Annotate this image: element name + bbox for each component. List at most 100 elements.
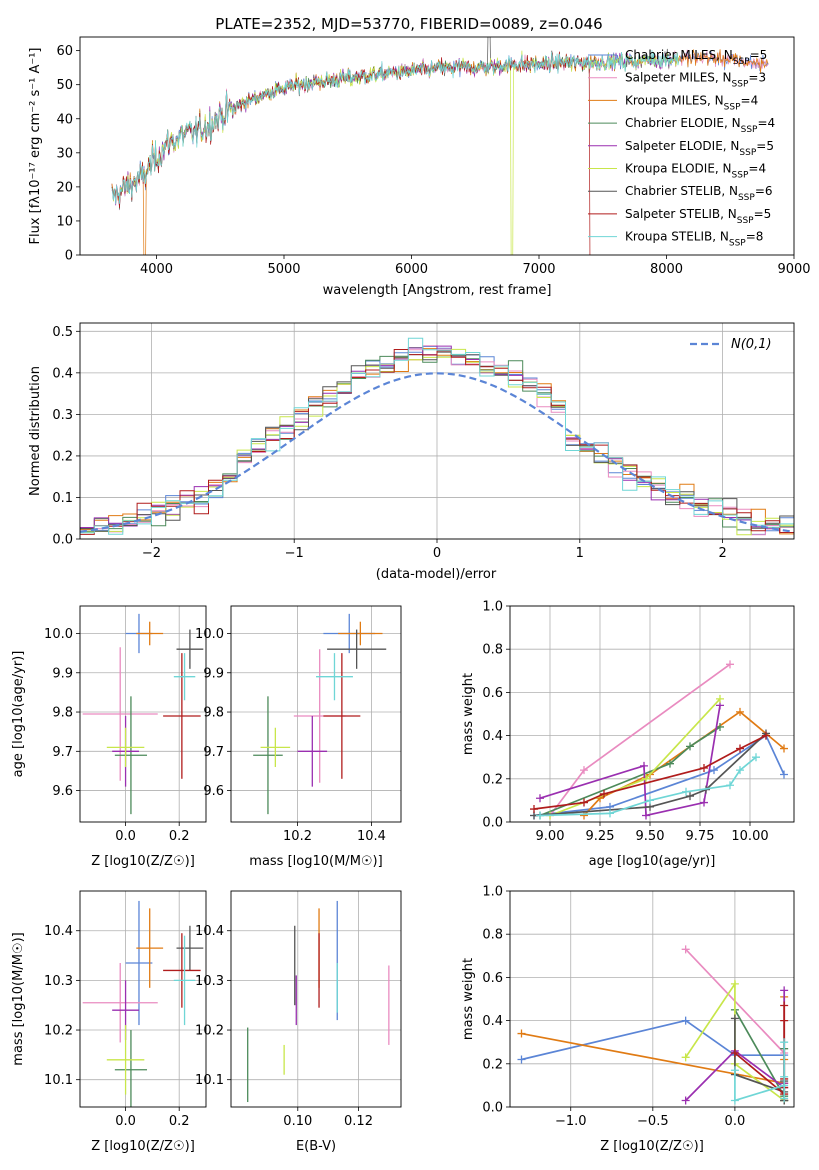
series-marker [666,759,674,768]
x-tick-label: 5000 [267,262,300,277]
x-axis-label: wavelength [Angstrom, rest frame] [323,283,552,298]
y-tick-label: 40 [56,112,73,127]
legend-label: N(0,1) [731,337,772,352]
errorbar-chabrier-miles [125,900,153,1026]
series-marker [640,761,648,770]
mass-vs-metallicity-panel: 0.0 0.2 10.1 10.2 10.3 10.4 Z [log10(Z/Z☉)] mas… [11,890,207,1154]
errorbar-salpeter-stelib [323,653,361,779]
y-tick-label: 1.0 [482,885,503,900]
y-axis-label: Flux [fλ10⁻¹⁷ erg cm⁻² s⁻¹ A⁻¹] [28,48,43,245]
plot-area [247,900,390,1103]
spectrum-panel: 4000 5000 6000 7000 8000 9000 0 10 20 30 40 50 60 PLA… [28,15,811,298]
histogram-kroupa-stelib [80,337,794,539]
x-tick-label: 0.10 [283,1114,312,1129]
y-axis-label: mass weight [461,958,476,1040]
series-marker [580,811,588,820]
y-tick-label: 10.3 [195,974,224,989]
legend-label: Salpeter ELODIE, NSSP=5 [625,139,774,158]
x-tick-label: 0.0 [115,829,136,844]
errorbar-salpeter-miles [82,647,158,781]
series-line [583,710,785,817]
axes-frame [79,890,207,1108]
errorbar-kroupa-elodie [106,1025,145,1095]
series-marker [730,1096,739,1105]
x-tick-label: 6000 [395,262,428,277]
normal-curve [80,372,794,533]
y-tick-label: 0.8 [482,643,503,658]
plot-area [82,900,204,1107]
x-tick-label: 10.00 [731,829,768,844]
y-tick-label: 0.4 [52,366,73,381]
x-tick-label: 7000 [522,262,555,277]
plot-area [253,613,387,815]
y-tick-label: 0.0 [482,816,503,831]
series-marker [681,1053,690,1062]
series-marker [681,945,690,954]
series-line [521,1019,785,1061]
errorbar-salpeter-miles [82,963,158,1043]
errorbar-kroupa-stelib [173,653,196,701]
y-tick-label: 0.0 [52,533,73,548]
series-marker [736,766,744,775]
x-tick-label: 10.2 [283,829,312,844]
y-tick-label: 0.6 [482,971,503,986]
y-tick-label: 0.4 [482,729,503,744]
series-marker [716,722,724,731]
legend-label: Chabrier MILES, NSSP=5 [625,48,767,67]
series-marker [736,744,744,753]
x-tick-label: 9.50 [636,829,665,844]
y-tick-label: 10.4 [44,924,73,939]
series-marker [646,796,654,805]
legend-label: Salpeter STELIB, NSSP=5 [625,207,771,226]
x-tick-label: 9.00 [536,829,565,844]
series-marker [686,742,694,751]
chart-title: PLATE=2352, MJD=53770, FIBERID=0089, z=0… [215,15,602,33]
series-marker [681,1016,690,1025]
series-marker [681,1096,690,1105]
axes-frame [509,605,795,823]
x-tick-label: 8000 [650,262,683,277]
x-tick-label: 10.4 [357,829,386,844]
series-marker [780,1094,789,1103]
series-marker [580,798,588,807]
y-tick-label: 50 [56,78,73,93]
errorbar-kroupa-miles [136,908,164,988]
mass-vs-extinction-panel: 0.10 0.12 10.1 10.2 10.3 10.4 E(B-V) [195,890,402,1154]
errorbar-chabrier-elodie [253,696,283,815]
series-marker [710,766,718,775]
series-marker [580,766,588,775]
y-tick-label: 9.9 [203,666,224,681]
series-marker [700,798,708,807]
y-tick-label: 0.8 [482,928,503,943]
y-tick-label: 10.1 [44,1073,73,1088]
x-axis-label: (data-model)/error [376,567,497,582]
x-axis-label: E(B-V) [296,1139,336,1154]
y-tick-label: 9.6 [203,784,224,799]
spectrum-line-salpeter-elodie [111,52,679,208]
legend-label: Kroupa MILES, NSSP=4 [625,93,758,112]
errorbar-salpeter-stelib [163,933,201,1008]
y-tick-label: 9.8 [52,706,73,721]
age-vs-metallicity-panel: 0.0 0.2 9.6 9.7 9.8 9.9 10.0 Z [log10(Z/Z☉)] age… [11,605,207,869]
x-tick-label: 9000 [777,262,810,277]
plot-area [530,660,788,820]
series-marker [762,731,770,740]
y-tick-label: 9.7 [52,745,73,760]
x-tick-label: 0.2 [169,1114,190,1129]
y-tick-label: 0.5 [52,325,73,340]
series-marker [730,1049,739,1057]
x-tick-label: −0.5 [637,1114,669,1129]
y-tick-label: 9.7 [203,745,224,760]
plot-area [111,37,769,255]
series-marker [642,774,650,783]
series-marker [686,792,694,801]
x-axis-label: Z [log10(Z/Z☉)] [91,854,195,869]
series-marker [600,789,608,798]
errorbar-kroupa-elodie [260,727,291,768]
errorbar-kroupa-elodie [106,727,145,768]
y-tick-label: 20 [56,180,73,195]
series-marker [752,753,760,762]
series-line [734,1042,786,1102]
residual-histogram-panel: −2 −1 0 1 2 0.0 0.1 0.2 0.3 0.4 0.5 (data-model)/er… [28,322,795,582]
